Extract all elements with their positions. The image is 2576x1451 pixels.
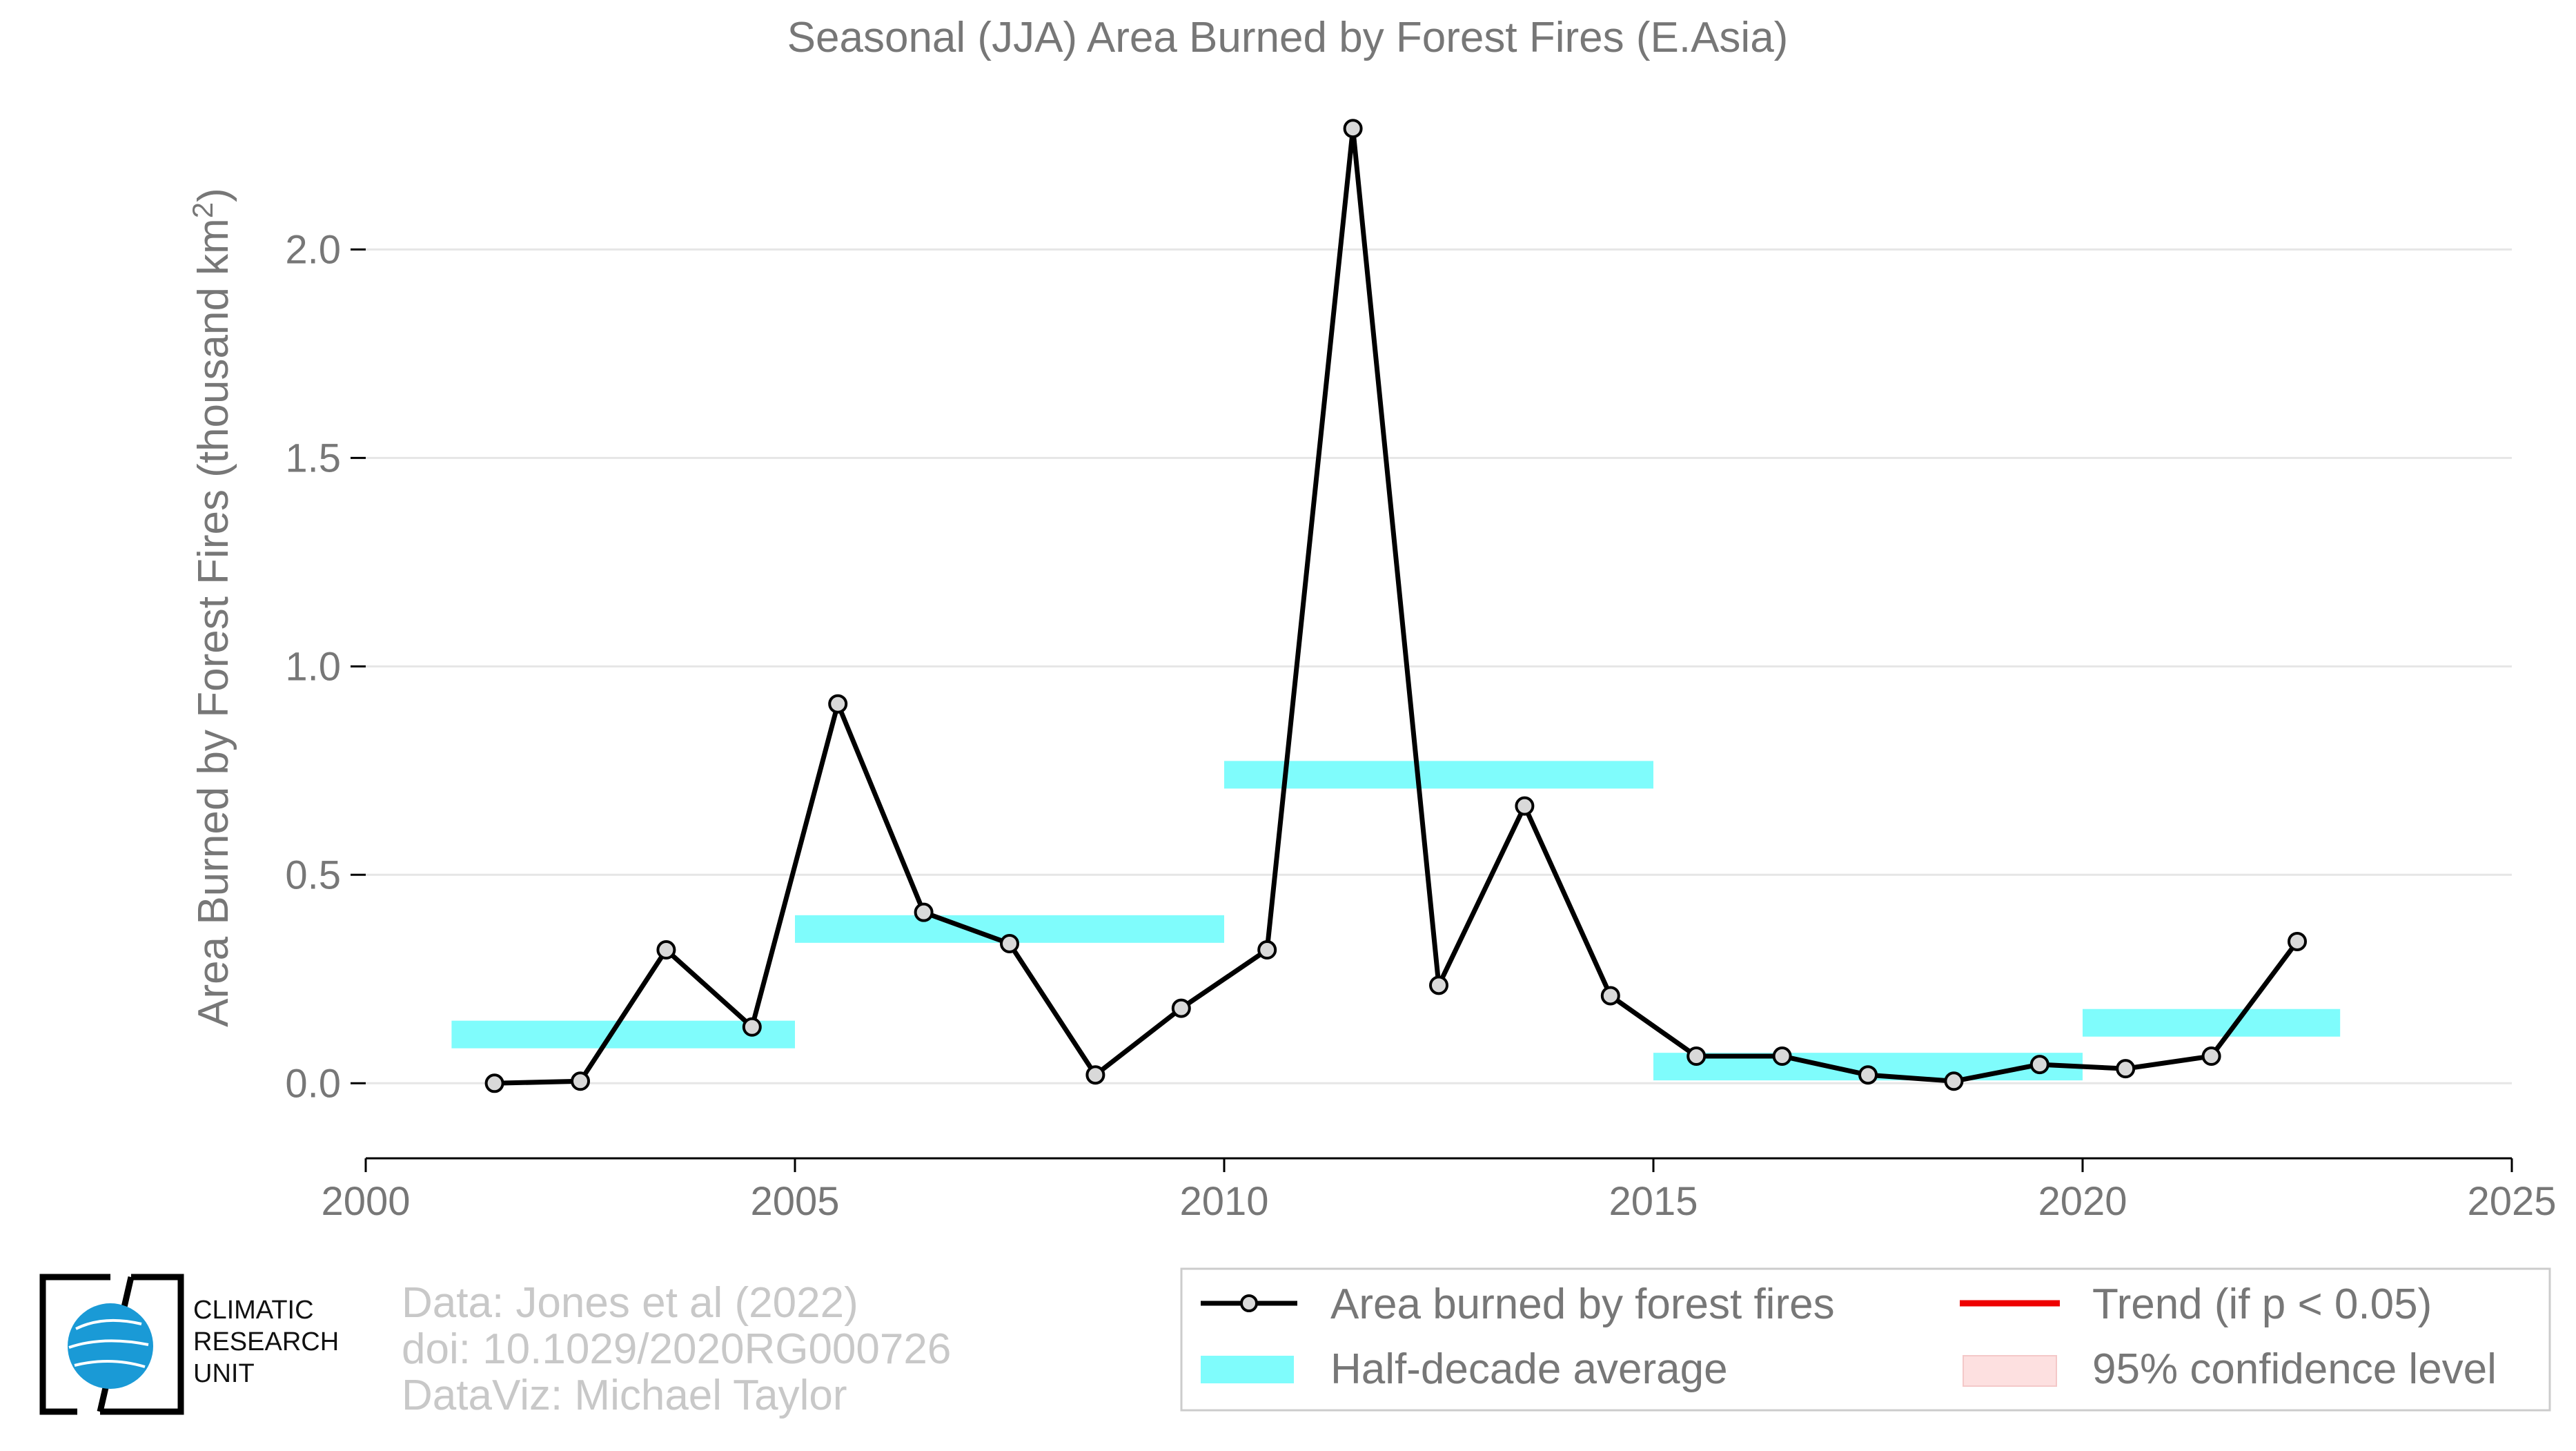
data-point xyxy=(742,1017,762,1037)
cru-logo: CLIMATIC RESEARCH UNIT xyxy=(39,1274,339,1415)
y-axis-label-end: ) xyxy=(190,188,237,202)
x-tick-label: 2005 xyxy=(750,1179,839,1224)
y-tick-label: 0.5 xyxy=(285,853,341,897)
legend-label-area-burned: Area burned by forest fires xyxy=(1330,1280,1835,1328)
legend-swatch-half-decade xyxy=(1201,1356,1294,1383)
chart-title: Seasonal (JJA) Area Burned by Forest Fir… xyxy=(787,14,1789,61)
data-point xyxy=(1343,119,1363,139)
y-axis-label: Area Burned by Forest Fires (thousand km… xyxy=(186,188,237,1027)
y-axis-label-superscript: 2 xyxy=(186,202,219,218)
legend-swatch-line-marker xyxy=(1201,1294,1297,1312)
y-tick-label: 1.0 xyxy=(285,644,341,689)
half-decade-band xyxy=(451,1020,795,1049)
data-point xyxy=(1171,998,1191,1018)
data-point xyxy=(2029,1055,2049,1075)
data-point xyxy=(1515,796,1535,816)
data-point xyxy=(656,940,676,960)
data-point xyxy=(1858,1065,1878,1085)
series-line-group xyxy=(484,119,2307,1093)
data-point xyxy=(2201,1046,2221,1067)
data-point xyxy=(2288,931,2307,951)
credit-doi: doi: 10.1029/2020RG000726 xyxy=(402,1325,951,1373)
data-point xyxy=(1600,986,1620,1006)
legend-swatch-confidence xyxy=(1963,1355,2057,1387)
credit-data-source: Data: Jones et al (2022) xyxy=(402,1279,858,1327)
y-tick-label: 1.5 xyxy=(285,436,341,480)
data-point xyxy=(828,694,848,714)
x-tick-label: 2025 xyxy=(2467,1179,2556,1224)
half-decade-band xyxy=(1224,761,1653,789)
y-tick-label: 0.0 xyxy=(285,1061,341,1106)
logo-text-line1: CLIMATIC xyxy=(193,1296,314,1325)
x-tick-label: 2010 xyxy=(1179,1179,1268,1224)
data-point xyxy=(1687,1046,1707,1067)
x-tick-label: 2015 xyxy=(1609,1179,1698,1224)
data-point xyxy=(484,1073,504,1093)
data-point xyxy=(1429,975,1448,995)
data-point xyxy=(571,1071,590,1091)
globe-icon xyxy=(68,1303,153,1389)
data-point xyxy=(1772,1046,1792,1067)
gridlines xyxy=(366,248,2512,1084)
x-tick-label: 2020 xyxy=(2038,1179,2127,1224)
data-point xyxy=(2116,1059,2136,1079)
series-line xyxy=(494,126,2299,1086)
logo-text-line3: UNIT xyxy=(193,1359,255,1388)
legend: Area burned by forest fires Trend (if p … xyxy=(1180,1267,2551,1412)
half-decade-bands xyxy=(451,761,2341,1081)
logo-text-line2: RESEARCH xyxy=(193,1327,339,1356)
half-decade-band xyxy=(2083,1009,2341,1037)
legend-box xyxy=(1180,1267,2551,1412)
data-point xyxy=(1944,1071,1964,1091)
data-point xyxy=(914,902,934,922)
legend-label-trend: Trend (if p < 0.05) xyxy=(2092,1280,2432,1328)
legend-label-confidence: 95% confidence level xyxy=(2092,1345,2497,1393)
legend-label-half-decade: Half-decade average xyxy=(1330,1345,1728,1393)
y-tick-labels: 0.0 0.5 1.0 1.5 2.0 xyxy=(285,227,366,1106)
data-point xyxy=(1000,933,1019,953)
y-axis-label-main: Area Burned by Forest Fires (thousand km xyxy=(190,218,237,1027)
data-point xyxy=(1257,940,1277,960)
x-tick-labels: 2000 2005 2010 2015 2020 2025 xyxy=(321,1158,2557,1224)
data-point xyxy=(1085,1065,1105,1085)
credit-dataviz: DataViz: Michael Taylor xyxy=(402,1372,847,1419)
y-tick-label: 2.0 xyxy=(285,227,341,272)
x-tick-label: 2000 xyxy=(321,1179,410,1224)
